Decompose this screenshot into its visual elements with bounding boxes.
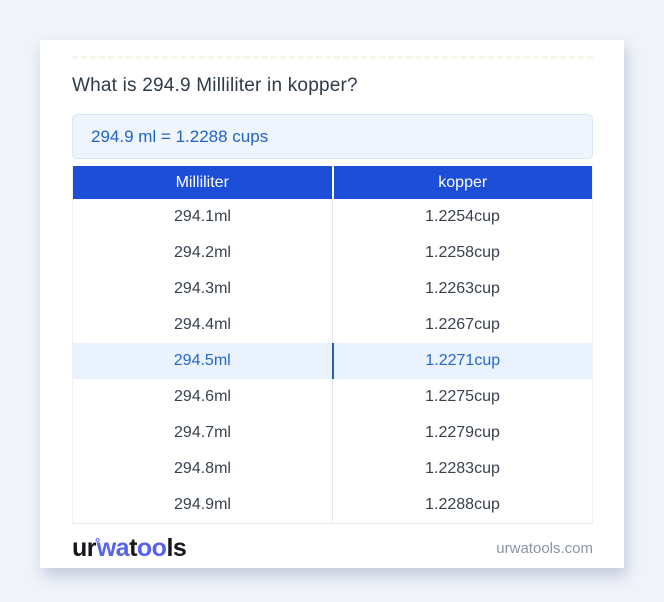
table-row[interactable]: 294.9ml 1.2288cup xyxy=(72,487,593,523)
logo-text-t: t xyxy=(129,534,137,562)
page-title: What is 294.9 Milliliter in kopper? xyxy=(72,75,358,96)
table-row[interactable]: 294.5ml 1.2271cup xyxy=(72,343,593,379)
column-header-milliliter: Milliliter xyxy=(72,166,334,199)
table-cell[interactable]: 1.2275cup xyxy=(425,388,500,405)
table-cell[interactable]: 1.2283cup xyxy=(425,460,500,477)
table-cell[interactable]: 1.2267cup xyxy=(425,316,500,333)
column-header-kopper: kopper xyxy=(332,166,593,199)
converter-card: What is 294.9 Milliliter in kopper? 294.… xyxy=(40,40,624,568)
table-cell[interactable]: 294.3ml xyxy=(72,271,333,307)
conversion-result-box: 294.9 ml = 1.2288 cups xyxy=(72,114,593,159)
table-cell[interactable]: 294.7ml xyxy=(72,415,333,451)
table-cell[interactable]: 1.2271cup xyxy=(332,343,593,379)
table-row[interactable]: 294.3ml 1.2263cup xyxy=(72,271,593,307)
logo-text-ur: ur xyxy=(72,534,97,562)
decorative-dashed-line xyxy=(72,56,593,59)
table-row[interactable]: 294.4ml 1.2267cup xyxy=(72,307,593,343)
site-logo[interactable]: ur°watools xyxy=(72,534,187,563)
table-cell[interactable]: 1.2254cup xyxy=(425,208,500,225)
table-row[interactable]: 294.2ml 1.2258cup xyxy=(72,235,593,271)
table-cell[interactable]: 1.2288cup xyxy=(425,495,500,513)
table-cell[interactable]: 1.2263cup xyxy=(425,280,500,297)
table-cell[interactable]: 294.5ml xyxy=(72,343,334,379)
site-domain: urwatools.com xyxy=(496,540,593,557)
conversion-table-header: Milliliter kopper xyxy=(72,166,593,199)
conversion-table-body: 294.1ml 1.2254cup 294.2ml 1.2258cup 294.3ml 1… xyxy=(72,199,593,523)
table-row[interactable]: 294.6ml 1.2275cup xyxy=(72,379,593,415)
table-row[interactable]: 294.8ml 1.2283cup xyxy=(72,451,593,487)
table-cell[interactable]: 294.8ml xyxy=(72,451,333,487)
table-cell[interactable]: 1.2258cup xyxy=(425,244,500,261)
table-cell[interactable]: 294.9ml xyxy=(72,487,333,523)
table-row[interactable]: 294.7ml 1.2279cup xyxy=(72,415,593,451)
table-cell[interactable]: 294.6ml xyxy=(72,379,333,415)
header-row: Milliliter kopper xyxy=(72,166,593,199)
logo-text-ls: ls xyxy=(166,534,187,562)
card-footer: ur°watools urwatools.com xyxy=(72,532,593,566)
logo-ring-icon: ° xyxy=(95,535,100,550)
table-cell[interactable]: 294.4ml xyxy=(72,307,333,343)
table-cell[interactable]: 294.2ml xyxy=(72,235,333,271)
table-cell[interactable]: 1.2279cup xyxy=(425,424,500,441)
conversion-table: Milliliter kopper 294.1ml 1.2254cup 294.2m… xyxy=(72,166,593,524)
logo-text-wa: wa xyxy=(96,534,130,562)
table-row[interactable]: 294.1ml 1.2254cup xyxy=(72,199,593,235)
logo-rings-oo-icon: oo xyxy=(136,534,167,562)
conversion-result-text: 294.9 ml = 1.2288 cups xyxy=(91,126,269,146)
table-cell[interactable]: 294.1ml xyxy=(72,199,333,235)
